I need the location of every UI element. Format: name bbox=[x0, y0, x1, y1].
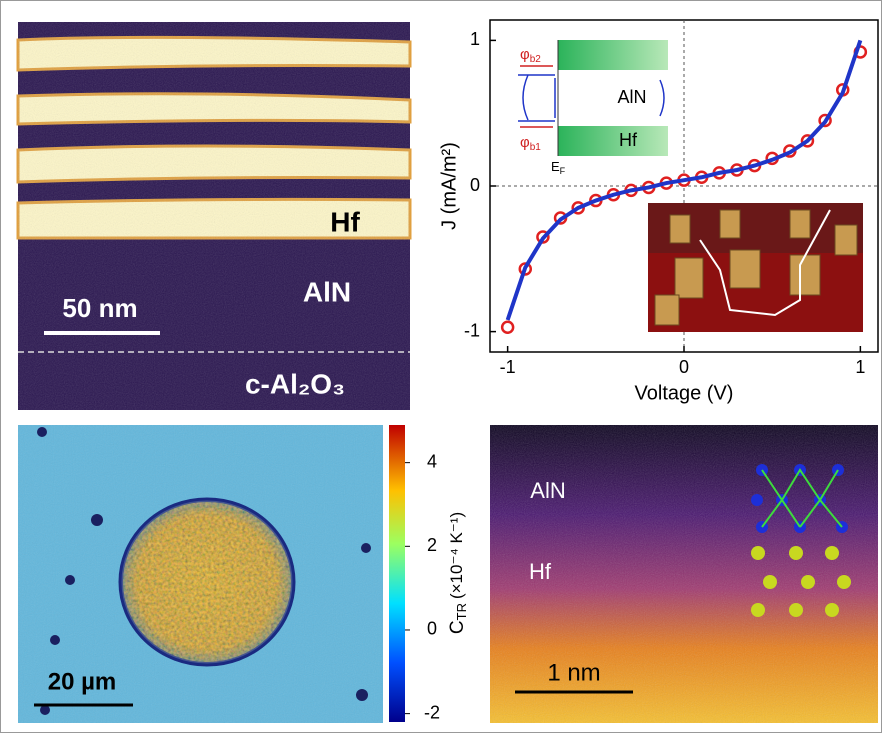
panel-a: Hf AlN 50 nm c-Al₂O₃ bbox=[18, 22, 410, 410]
phi-symbol: φ bbox=[520, 134, 530, 151]
device-inset bbox=[648, 203, 863, 332]
y-axis-label: J (mA/m²) bbox=[438, 142, 460, 230]
phi-symbol: φ bbox=[520, 46, 530, 63]
ef-symbol: E bbox=[551, 159, 560, 174]
colorbar-tick-label: 2 bbox=[427, 535, 437, 555]
ef-sub: F bbox=[560, 166, 566, 176]
scale-label: 1 nm bbox=[547, 659, 600, 686]
label-main: C bbox=[447, 620, 468, 634]
aln-label: AlN bbox=[530, 478, 565, 503]
aln-label: AlN bbox=[303, 276, 351, 307]
colorbar bbox=[389, 425, 405, 722]
hf-label: Hf bbox=[330, 206, 360, 237]
colorbar-tick-label: 4 bbox=[427, 451, 437, 471]
x-axis-label: Voltage (V) bbox=[635, 382, 734, 404]
label-unit: (×10⁻⁴ K⁻¹) bbox=[447, 512, 466, 599]
label-sub: TR bbox=[454, 603, 469, 620]
x-tick-label: 1 bbox=[855, 357, 865, 377]
colorbar-tick-label: -2 bbox=[424, 702, 440, 722]
panel-c: 20 µm CTR (×10⁻⁴ K⁻¹) -2 0 2 4 bbox=[18, 425, 469, 723]
data-point bbox=[502, 322, 513, 333]
y-tick-label: 0 bbox=[470, 175, 480, 195]
y-tick-label: 1 bbox=[470, 29, 480, 49]
panel-d: AlN Hf 1 nm bbox=[490, 425, 878, 723]
x-tick-label: 0 bbox=[679, 357, 689, 377]
y-tick-label: -1 bbox=[464, 320, 480, 340]
colorbar-tick-label: 0 bbox=[427, 619, 437, 639]
inset-aln: AlN bbox=[617, 87, 646, 107]
spot-speck bbox=[123, 502, 291, 662]
scale-label: 50 nm bbox=[62, 293, 137, 323]
phi-sub: b2 bbox=[530, 54, 542, 65]
substrate-label: c-Al₂O₃ bbox=[245, 368, 345, 399]
inset-hf: Hf bbox=[619, 130, 638, 150]
metal-bottom bbox=[558, 126, 668, 156]
metal-top bbox=[558, 40, 668, 70]
hf-label: Hf bbox=[529, 559, 552, 584]
x-tick-label: -1 bbox=[500, 357, 516, 377]
figure: Hf AlN 50 nm c-Al₂O₃ -1 0 1 -1 0 1 Voltage (V)… bbox=[0, 0, 882, 733]
scale-label: 20 µm bbox=[48, 668, 117, 695]
phi-sub: b1 bbox=[530, 142, 542, 153]
